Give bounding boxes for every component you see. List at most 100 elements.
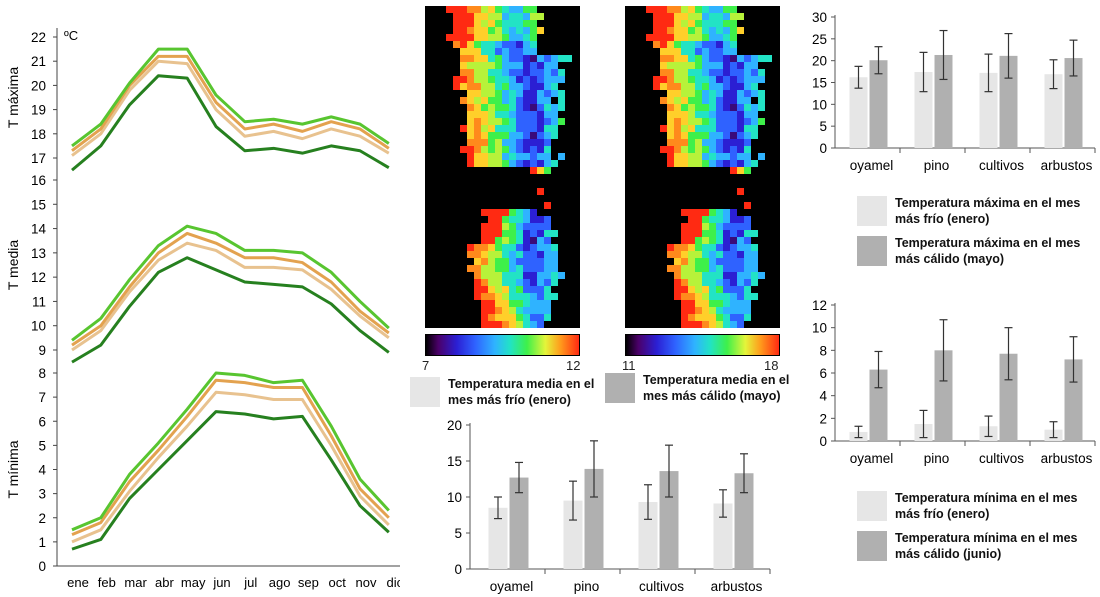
map-cell — [495, 321, 502, 328]
map-cell — [744, 286, 751, 293]
map-cell — [688, 321, 695, 328]
map-cell — [751, 76, 758, 83]
map-cell — [723, 34, 730, 41]
map-cell — [744, 104, 751, 111]
map-cell — [467, 153, 474, 160]
map-cell — [695, 272, 702, 279]
map-cell — [695, 20, 702, 27]
map-cell — [537, 188, 544, 195]
map-cell — [688, 132, 695, 139]
map-cell — [730, 223, 737, 230]
map-cell — [681, 279, 688, 286]
map-cell — [674, 62, 681, 69]
map-cell — [509, 118, 516, 125]
map-cell — [737, 223, 744, 230]
series-line — [71, 74, 390, 172]
map-cell — [537, 160, 544, 167]
map-cell — [467, 20, 474, 27]
map-cell — [695, 160, 702, 167]
legend-swatch-cold — [857, 196, 887, 226]
map-cell — [723, 237, 730, 244]
map-cell — [730, 314, 737, 321]
map-cell — [737, 216, 744, 223]
map-cell — [460, 41, 467, 48]
map-cell — [723, 97, 730, 104]
map-cell — [702, 41, 709, 48]
map-cell — [544, 279, 551, 286]
y-tick-label: 5 — [38, 438, 46, 453]
map-cell — [709, 34, 716, 41]
map-cell — [509, 76, 516, 83]
map-cell — [523, 48, 530, 55]
map-cell — [495, 20, 502, 27]
map-cell — [737, 146, 744, 153]
map-cell — [530, 160, 537, 167]
map-cell — [730, 118, 737, 125]
y-axis-label: T media — [5, 240, 21, 291]
map-cell — [502, 97, 509, 104]
map-cell — [544, 265, 551, 272]
map-cell — [516, 13, 523, 20]
map-cell — [709, 209, 716, 216]
map-cell — [723, 321, 730, 328]
map-cell — [702, 153, 709, 160]
map-cell — [730, 41, 737, 48]
map-cell — [488, 272, 495, 279]
map-cell — [544, 132, 551, 139]
legend-label-cold: Temperatura máxima en el mes más frío (e… — [895, 196, 1081, 226]
map-cell — [467, 27, 474, 34]
map-cell — [488, 146, 495, 153]
map-cell — [709, 83, 716, 90]
map-cell — [551, 76, 558, 83]
map-cell — [730, 321, 737, 328]
map-cell — [453, 6, 460, 13]
map-cell — [695, 223, 702, 230]
map-cell — [688, 314, 695, 321]
map-cell — [716, 27, 723, 34]
map-cell — [737, 90, 744, 97]
bar — [1064, 359, 1083, 441]
map-cell — [667, 6, 674, 13]
map-cell — [688, 153, 695, 160]
map-cell — [509, 237, 516, 244]
map-cell — [758, 55, 765, 62]
map-cell — [751, 132, 758, 139]
map-cell — [516, 139, 523, 146]
map-cell — [523, 90, 530, 97]
map-cell — [474, 90, 481, 97]
map-cell — [730, 230, 737, 237]
map-cell — [702, 83, 709, 90]
map-cell — [723, 48, 730, 55]
map-cell — [709, 223, 716, 230]
y-tick-label: 2 — [38, 511, 46, 526]
map-cell — [688, 62, 695, 69]
map-cell — [523, 160, 530, 167]
map-cell — [530, 34, 537, 41]
map-cell — [723, 251, 730, 258]
x-tick-label: jun — [212, 575, 230, 590]
map-cell — [737, 69, 744, 76]
map-cell — [681, 83, 688, 90]
y-tick-label: 19 — [31, 103, 46, 118]
map-cell — [737, 76, 744, 83]
map-cell — [751, 111, 758, 118]
map-cell — [481, 265, 488, 272]
map-cell — [702, 258, 709, 265]
x-tick-label: dic — [386, 575, 400, 590]
map-cell — [502, 279, 509, 286]
map-cell — [467, 83, 474, 90]
map-cell — [709, 230, 716, 237]
y-tick-label: 0 — [819, 434, 827, 449]
map-cell — [495, 251, 502, 258]
map-cell — [751, 265, 758, 272]
map-cell — [530, 6, 537, 13]
map-cell — [502, 251, 509, 258]
map-cell — [723, 307, 730, 314]
map-cell — [530, 48, 537, 55]
map-may-mean — [625, 6, 780, 328]
map-cell — [667, 153, 674, 160]
map-cell — [467, 13, 474, 20]
map-cell — [537, 279, 544, 286]
map-cell — [653, 83, 660, 90]
